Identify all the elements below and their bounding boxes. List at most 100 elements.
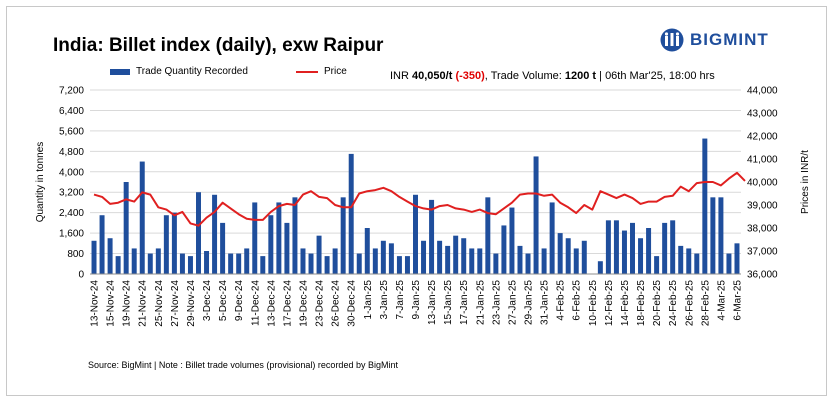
- quantity-bar: [123, 182, 129, 274]
- y-right-tick-label: 38,000: [747, 224, 778, 235]
- y-left-tick-label: 4,800: [59, 147, 84, 158]
- quantity-bar: [525, 253, 531, 274]
- quantity-bar: [99, 215, 105, 274]
- x-tick-label: 19-Nov-24: [122, 280, 133, 327]
- x-tick-label: 23-Dec-24: [315, 280, 326, 327]
- quantity-bar: [670, 220, 676, 274]
- quantity-bar: [557, 233, 563, 274]
- quantity-bar: [654, 256, 660, 274]
- quantity-bar: [107, 238, 113, 274]
- legend-bar-label: Trade Quantity Recorded: [136, 66, 248, 77]
- x-tick-label: 12-Feb-25: [604, 280, 615, 327]
- quantity-bar: [413, 194, 418, 274]
- quantity-bar: [340, 197, 346, 274]
- y-left-tick-label: 4,000: [59, 167, 84, 178]
- quantity-bar: [324, 256, 330, 274]
- y-left-tick-label: 0: [78, 270, 84, 281]
- quantity-bar: [131, 248, 137, 274]
- quantity-bar: [726, 253, 732, 274]
- quantity-bar: [91, 240, 97, 274]
- quantity-bar: [509, 207, 515, 274]
- x-tick-label: 21-Nov-24: [138, 280, 149, 327]
- x-tick-label: 4-Mar-25: [716, 280, 727, 321]
- quantity-bar: [501, 225, 507, 274]
- quantity-bar: [300, 248, 306, 274]
- x-tick-label: 21-Jan-25: [475, 280, 486, 325]
- quantity-bar: [356, 253, 362, 274]
- quantity-bar: [549, 202, 555, 274]
- legend-bars: Trade Quantity Recorded: [110, 66, 248, 77]
- y-right-tick-label: 41,000: [747, 155, 778, 166]
- quantity-bar: [228, 253, 234, 274]
- quantity-bar: [147, 253, 153, 274]
- y-right-axis-label: Prices in INR/t: [800, 150, 811, 214]
- x-tick-label: 13-Jan-25: [427, 280, 438, 325]
- quantity-bar: [115, 256, 121, 274]
- x-tick-label: 26-Feb-25: [684, 280, 695, 327]
- source-note: Source: BigMint | Note : Billet trade vo…: [88, 360, 398, 370]
- quantity-bar: [621, 230, 627, 274]
- x-tick-label: 30-Dec-24: [347, 280, 358, 327]
- brand-name: BIGMINT: [690, 30, 769, 49]
- quantity-bar: [581, 240, 587, 274]
- x-tick-label: 28-Feb-25: [700, 280, 711, 327]
- x-tick-label: 6-Mar-25: [733, 280, 744, 321]
- x-tick-label: 27-Jan-25: [507, 280, 518, 325]
- quantity-bar: [597, 261, 603, 274]
- quantity-bar: [396, 256, 402, 274]
- brand-logo: BIGMINT: [660, 28, 769, 52]
- x-tick-label: 5-Dec-24: [218, 280, 229, 322]
- chart-title: India: Billet index (daily), exw Raipur: [53, 35, 384, 56]
- quantity-bar: [388, 243, 394, 274]
- quantity-bar: [613, 220, 619, 274]
- x-tick-label: 7-Jan-25: [395, 280, 406, 320]
- quantity-bar: [284, 222, 290, 274]
- quantity-bar: [477, 248, 483, 274]
- quantity-bar: [163, 215, 169, 274]
- y-right-tick-label: 36,000: [747, 270, 778, 281]
- quantity-bar: [605, 220, 611, 274]
- quantity-bar: [646, 228, 652, 274]
- quantity-bar: [244, 248, 250, 274]
- y-right-tick-label: 40,000: [747, 178, 778, 189]
- quantity-bar: [445, 245, 451, 274]
- quantity-bar: [517, 245, 523, 274]
- quantity-bar: [686, 248, 692, 274]
- quantity-bar: [694, 253, 700, 274]
- x-tick-label: 20-Feb-25: [652, 280, 663, 327]
- price-line: [93, 171, 746, 227]
- x-tick-label: 19-Dec-24: [299, 280, 310, 327]
- quantity-bar: [573, 248, 579, 274]
- x-tick-label: 17-Dec-24: [282, 280, 293, 327]
- y-left-tick-label: 5,600: [59, 126, 84, 137]
- quantity-bar: [348, 153, 354, 274]
- y-left-tick-label: 3,200: [59, 188, 84, 199]
- x-tick-label: 17-Jan-25: [459, 280, 470, 325]
- bigmint-logo-icon: [660, 28, 684, 52]
- quantity-bar: [453, 235, 459, 274]
- quantity-bar: [718, 197, 724, 274]
- quantity-bar: [187, 256, 193, 274]
- x-tick-label: 26-Dec-24: [331, 280, 342, 327]
- y-right-tick-label: 39,000: [747, 201, 778, 212]
- quantity-bar: [220, 222, 226, 274]
- y-right-tick-label: 43,000: [747, 109, 778, 120]
- quantity-bar: [541, 248, 547, 274]
- quantity-bar: [332, 248, 338, 274]
- quantity-bar: [171, 212, 177, 274]
- legend-line: Price: [296, 66, 347, 77]
- quantity-bar: [421, 240, 427, 274]
- x-tick-label: 6-Feb-25: [572, 280, 583, 321]
- quantity-bar: [380, 240, 386, 274]
- quantity-bar: [662, 222, 668, 274]
- legend-line-label: Price: [324, 66, 347, 77]
- y-right-tick-label: 42,000: [747, 132, 778, 143]
- y-left-axis-label: Quantity in tonnes: [35, 142, 46, 223]
- x-tick-label: 13-Dec-24: [266, 280, 277, 327]
- quantity-bar: [437, 240, 443, 274]
- x-tick-label: 18-Feb-25: [636, 280, 647, 327]
- info-volume: 1200 t: [564, 70, 597, 82]
- x-tick-label: 15-Jan-25: [443, 280, 454, 325]
- x-tick-label: 29-Nov-24: [186, 280, 197, 327]
